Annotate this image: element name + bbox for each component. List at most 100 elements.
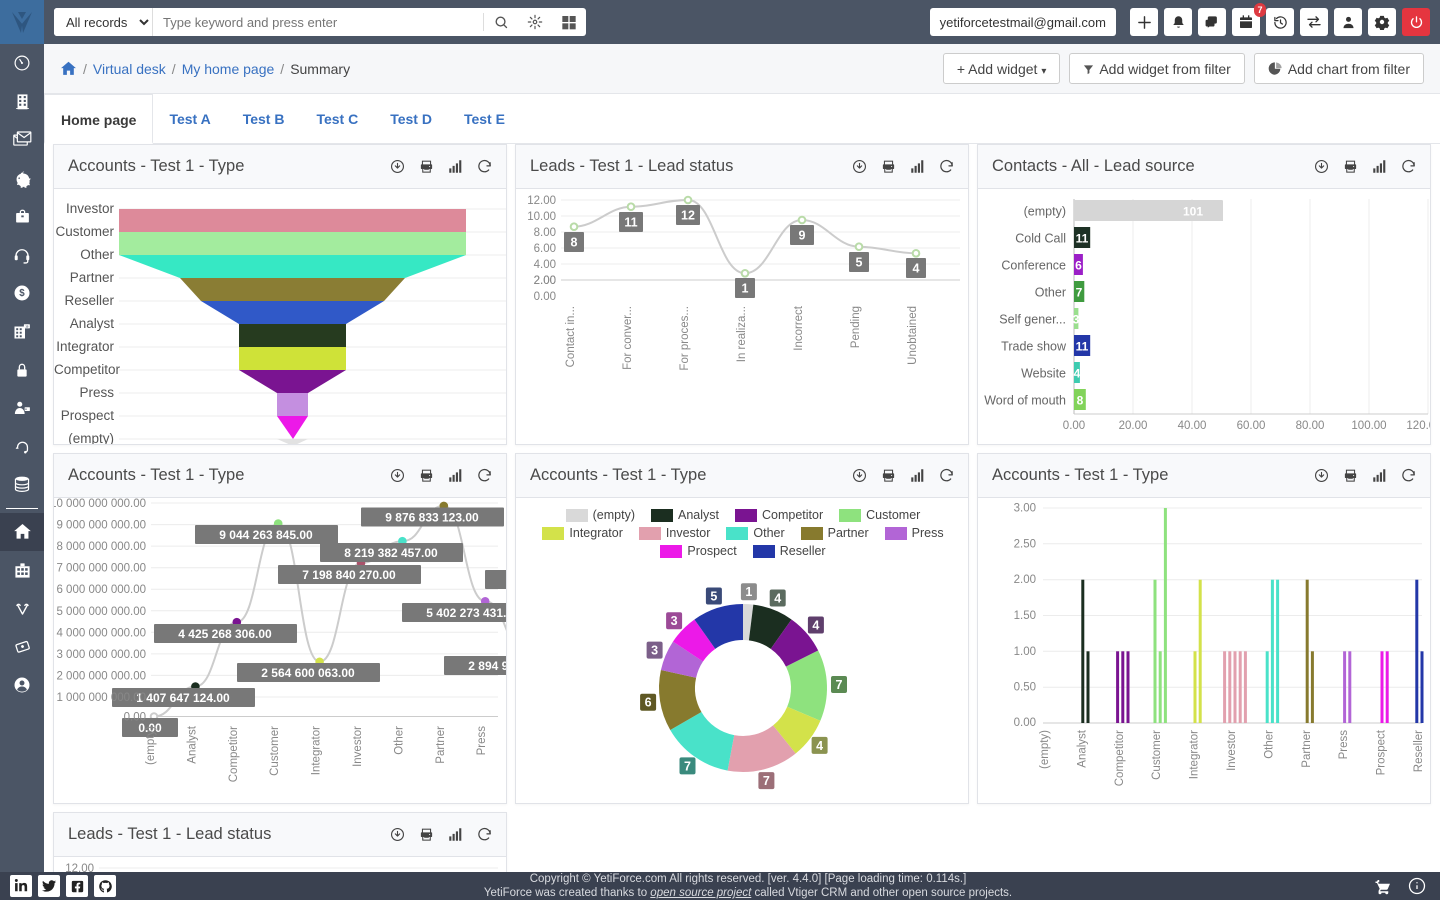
svg-text:Partner: Partner xyxy=(435,726,447,764)
svg-text:7: 7 xyxy=(763,774,770,788)
svg-text:2 564 600 063.00: 2 564 600 063.00 xyxy=(261,666,355,680)
svg-text:7 198 840 270.00: 7 198 840 270.00 xyxy=(302,568,396,582)
svg-text:0.00: 0.00 xyxy=(124,712,146,724)
svg-text:Word of mouth: Word of mouth xyxy=(984,394,1066,408)
svg-text:8: 8 xyxy=(1077,394,1084,408)
svg-text:120.00: 120.00 xyxy=(1406,420,1431,432)
svg-text:(empty): (empty) xyxy=(145,726,157,765)
svg-text:Integrator: Integrator xyxy=(1189,730,1201,779)
svg-text:Other: Other xyxy=(1035,286,1066,300)
svg-text:11: 11 xyxy=(1076,340,1089,354)
svg-text:3.00: 3.00 xyxy=(1014,503,1036,515)
svg-text:5 402 273 431.00: 5 402 273 431.00 xyxy=(426,606,507,620)
svg-text:3 000 000 000.00: 3 000 000 000.00 xyxy=(56,649,146,661)
svg-text:4 000 000 000.00: 4 000 000 000.00 xyxy=(56,627,146,639)
svg-text:3: 3 xyxy=(651,644,658,658)
svg-text:Customer: Customer xyxy=(269,726,281,776)
svg-text:10 000 000 000.00: 10 000 000 000.00 xyxy=(54,498,146,510)
svg-text:Analyst: Analyst xyxy=(1076,729,1088,768)
svg-text:11: 11 xyxy=(1076,232,1089,246)
svg-text:7: 7 xyxy=(684,759,691,773)
svg-text:6.00: 6.00 xyxy=(534,243,556,255)
svg-text:Competitor: Competitor xyxy=(1114,730,1126,786)
svg-text:4: 4 xyxy=(1074,367,1081,381)
svg-text:5 000 000 000.00: 5 000 000 000.00 xyxy=(56,606,146,618)
svg-text:1 000 000 000.00: 1 000 000 000.00 xyxy=(56,692,146,704)
svg-text:Press: Press xyxy=(1338,730,1350,760)
svg-text:8: 8 xyxy=(571,236,578,250)
svg-text:Other: Other xyxy=(393,726,405,755)
svg-text:11: 11 xyxy=(624,216,637,230)
svg-text:15: 15 xyxy=(25,325,28,329)
svg-text:4: 4 xyxy=(913,262,920,276)
svg-text:2 894 954 553.00: 2 894 954 553.00 xyxy=(468,659,507,673)
svg-text:Pending: Pending xyxy=(850,306,862,348)
svg-text:2.00: 2.00 xyxy=(534,275,556,287)
svg-text:Cold Call: Cold Call xyxy=(1015,232,1066,246)
svg-text:(empty): (empty) xyxy=(1039,730,1051,769)
svg-text:Conference: Conference xyxy=(1001,259,1066,273)
svg-text:6: 6 xyxy=(645,696,652,710)
svg-text:5: 5 xyxy=(710,590,717,604)
svg-text:10.00: 10.00 xyxy=(527,211,556,223)
svg-text:3: 3 xyxy=(671,614,678,628)
svg-text:12.00: 12.00 xyxy=(527,195,556,207)
svg-text:Prospect: Prospect xyxy=(1376,729,1388,775)
svg-text:7: 7 xyxy=(836,678,843,692)
svg-text:1.00: 1.00 xyxy=(1014,646,1036,658)
svg-text:0.50: 0.50 xyxy=(1014,682,1036,694)
svg-text:Contact in...: Contact in... xyxy=(565,306,577,367)
svg-text:Self gener...: Self gener... xyxy=(999,313,1066,327)
svg-text:5: 5 xyxy=(856,256,863,270)
svg-text:4: 4 xyxy=(774,592,781,606)
svg-text:1.50: 1.50 xyxy=(1014,610,1036,622)
svg-text:Customer: Customer xyxy=(1151,730,1163,780)
svg-text:Integrator: Integrator xyxy=(311,726,323,775)
svg-text:4: 4 xyxy=(816,739,823,753)
svg-text:9 876 833 123.00: 9 876 833 123.00 xyxy=(385,511,479,525)
svg-text:(empty): (empty) xyxy=(1024,205,1066,219)
svg-text:4.00: 4.00 xyxy=(534,259,556,271)
svg-text:0.00: 0.00 xyxy=(1014,717,1036,729)
svg-text:8.00: 8.00 xyxy=(534,227,556,239)
svg-text:9 044 263 845.00: 9 044 263 845.00 xyxy=(219,528,313,542)
svg-text:Reseller: Reseller xyxy=(1413,730,1425,772)
svg-text:Press: Press xyxy=(476,726,488,756)
svg-text:8 219 382 457.00: 8 219 382 457.00 xyxy=(344,546,438,560)
svg-text:2.00: 2.00 xyxy=(1014,574,1036,586)
svg-text:Website: Website xyxy=(1021,367,1066,381)
svg-text:40.00: 40.00 xyxy=(1178,420,1207,432)
svg-text:1 407 647 124.00: 1 407 647 124.00 xyxy=(136,691,230,705)
svg-text:Incorrect: Incorrect xyxy=(793,305,805,351)
svg-text:3: 3 xyxy=(1073,313,1080,327)
svg-text:100.00: 100.00 xyxy=(1351,420,1386,432)
svg-text:6 000 000 000.00: 6 000 000 000.00 xyxy=(56,584,146,596)
svg-text:12: 12 xyxy=(681,209,695,223)
svg-text:6: 6 xyxy=(1075,259,1082,273)
svg-text:80.00: 80.00 xyxy=(1296,420,1325,432)
svg-text:In realiza...: In realiza... xyxy=(736,306,748,362)
svg-text:Other: Other xyxy=(1263,730,1275,759)
svg-text:For proces...: For proces... xyxy=(679,306,691,371)
svg-text:8 000 000 000.00: 8 000 000 000.00 xyxy=(56,541,146,553)
svg-text:0.00: 0.00 xyxy=(1063,420,1085,432)
svg-text:Partner: Partner xyxy=(1301,730,1313,768)
svg-text:1: 1 xyxy=(742,282,749,296)
svg-text:20.00: 20.00 xyxy=(1119,420,1148,432)
svg-text:Competitor: Competitor xyxy=(228,726,240,782)
svg-text:60.00: 60.00 xyxy=(1237,420,1266,432)
svg-text:Investor: Investor xyxy=(352,726,364,767)
svg-text:Analyst: Analyst xyxy=(186,725,198,764)
svg-text:2.50: 2.50 xyxy=(1014,538,1036,550)
svg-text:4 425 268 306.00: 4 425 268 306.00 xyxy=(178,627,272,641)
svg-text:7 000 000 000.00: 7 000 000 000.00 xyxy=(56,563,146,575)
svg-text:0.00: 0.00 xyxy=(534,291,556,303)
svg-text:For conver...: For conver... xyxy=(622,306,634,370)
svg-text:9 000 000 000.00: 9 000 000 000.00 xyxy=(56,520,146,532)
svg-text:101: 101 xyxy=(1183,205,1203,219)
svg-text:7: 7 xyxy=(1076,286,1083,300)
svg-text:4: 4 xyxy=(812,619,819,633)
svg-text:2 000 000 000.00: 2 000 000 000.00 xyxy=(56,670,146,682)
svg-text:1: 1 xyxy=(745,585,752,599)
svg-text:Unobtained: Unobtained xyxy=(907,306,919,365)
